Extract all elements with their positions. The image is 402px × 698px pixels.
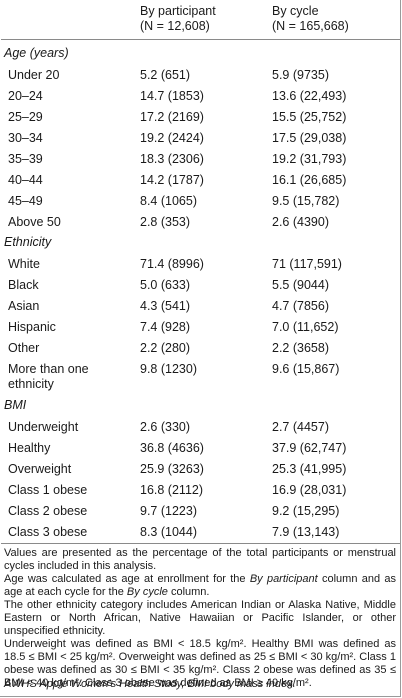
cell-by-participant: 9.7 (1223) <box>140 504 197 518</box>
column-n: (N = 12,608) <box>140 19 210 33</box>
cell-by-cycle: 5.5 (9044) <box>272 278 329 292</box>
cell-by-participant: 5.2 (651) <box>140 68 191 82</box>
column-n: (N = 165,668) <box>272 19 349 33</box>
cell-by-participant: 4.3 (541) <box>140 299 191 313</box>
row-label: 45–49 <box>8 194 43 208</box>
row-label: Class 3 obese <box>8 525 88 539</box>
row-label: Healthy <box>8 441 51 455</box>
cell-by-participant: 36.8 (4636) <box>140 441 204 455</box>
row-label: More than one <box>8 362 89 376</box>
row-label-continued: ethnicity <box>8 377 54 391</box>
row-label: Class 1 obese <box>8 483 88 497</box>
footnote-age: Age was calculated as age at enrollment … <box>4 573 396 598</box>
row-label: Black <box>8 278 39 292</box>
cell-by-cycle: 9.5 (15,782) <box>272 194 340 208</box>
section-title-ethnicity: Ethnicity <box>4 235 52 249</box>
cell-by-participant: 19.2 (2424) <box>140 131 204 145</box>
cell-by-participant: 5.0 (633) <box>140 278 191 292</box>
section-title-age: Age (years) <box>4 46 69 60</box>
row-label: Above 50 <box>8 215 61 229</box>
cell-by-participant: 2.6 (330) <box>140 420 191 434</box>
cell-by-cycle: 16.9 (28,031) <box>272 483 347 497</box>
row-label: 35–39 <box>8 152 43 166</box>
cell-by-cycle: 7.0 (11,652) <box>272 320 339 334</box>
cell-by-participant: 2.8 (353) <box>140 215 191 229</box>
cell-by-cycle: 19.2 (31,793) <box>272 152 347 166</box>
cell-by-cycle: 71 (117,591) <box>272 257 342 271</box>
cell-by-participant: 9.8 (1230) <box>140 362 197 376</box>
cell-by-cycle: 9.2 (15,295) <box>272 504 340 518</box>
cell-by-participant: 16.8 (2112) <box>140 483 204 497</box>
row-label: 40–44 <box>8 173 43 187</box>
column-header-by-participant: By participant (N = 12,608) <box>140 4 216 34</box>
cell-by-participant: 8.4 (1065) <box>140 194 197 208</box>
row-label: 25–29 <box>8 110 43 124</box>
cell-by-participant: 14.2 (1787) <box>140 173 204 187</box>
header-rule <box>1 39 400 40</box>
cell-by-participant: 7.4 (928) <box>140 320 191 334</box>
cell-by-cycle: 4.7 (7856) <box>272 299 329 313</box>
footnote-bmi: Underweight was defined as BMI < 18.5 kg… <box>4 638 396 689</box>
cell-by-cycle: 9.6 (15,867) <box>272 362 340 376</box>
row-label: Under 20 <box>8 68 60 82</box>
cell-by-cycle: 25.3 (41,995) <box>272 462 347 476</box>
cell-by-cycle: 2.6 (4390) <box>272 215 329 229</box>
cell-by-cycle: 2.7 (4457) <box>272 420 329 434</box>
cell-by-cycle: 15.5 (25,752) <box>272 110 347 124</box>
cell-by-cycle: 5.9 (9735) <box>272 68 329 82</box>
footnote-abbreviations: AWHS Apple Women's Health Study, BMI bod… <box>4 678 296 690</box>
cell-by-cycle: 17.5 (29,038) <box>272 131 347 145</box>
row-label: 30–34 <box>8 131 43 145</box>
row-label: White <box>8 257 40 271</box>
row-label: Underweight <box>8 420 79 434</box>
row-label: 20–24 <box>8 89 43 103</box>
footnote-values: Values are presented as the percentage o… <box>4 547 396 572</box>
row-label: Hispanic <box>8 320 56 334</box>
row-label: Other <box>8 341 40 355</box>
section-title-bmi: BMI <box>4 398 27 412</box>
cell-by-participant: 2.2 (280) <box>140 341 191 355</box>
cell-by-participant: 18.3 (2306) <box>140 152 204 166</box>
column-title: By participant <box>140 4 216 18</box>
row-label: Asian <box>8 299 40 313</box>
cell-by-cycle: 2.2 (3658) <box>272 341 329 355</box>
cell-by-participant: 14.7 (1853) <box>140 89 204 103</box>
row-label: Class 2 obese <box>8 504 88 518</box>
cell-by-participant: 8.3 (1044) <box>140 525 197 539</box>
cell-by-cycle: 13.6 (22,493) <box>272 89 347 103</box>
cell-by-cycle: 16.1 (26,685) <box>272 173 347 187</box>
column-title: By cycle <box>272 4 319 18</box>
column-header-by-cycle: By cycle (N = 165,668) <box>272 4 349 34</box>
cell-by-participant: 25.9 (3263) <box>140 462 204 476</box>
footnote-ethnicity: The other ethnicity category includes Am… <box>4 599 396 637</box>
cell-by-participant: 17.2 (2169) <box>140 110 204 124</box>
cell-by-cycle: 7.9 (13,143) <box>272 525 340 539</box>
footer-rule <box>1 543 400 544</box>
cell-by-cycle: 37.9 (62,747) <box>272 441 347 455</box>
row-label: Overweight <box>8 462 72 476</box>
cell-by-participant: 71.4 (8996) <box>140 257 204 271</box>
